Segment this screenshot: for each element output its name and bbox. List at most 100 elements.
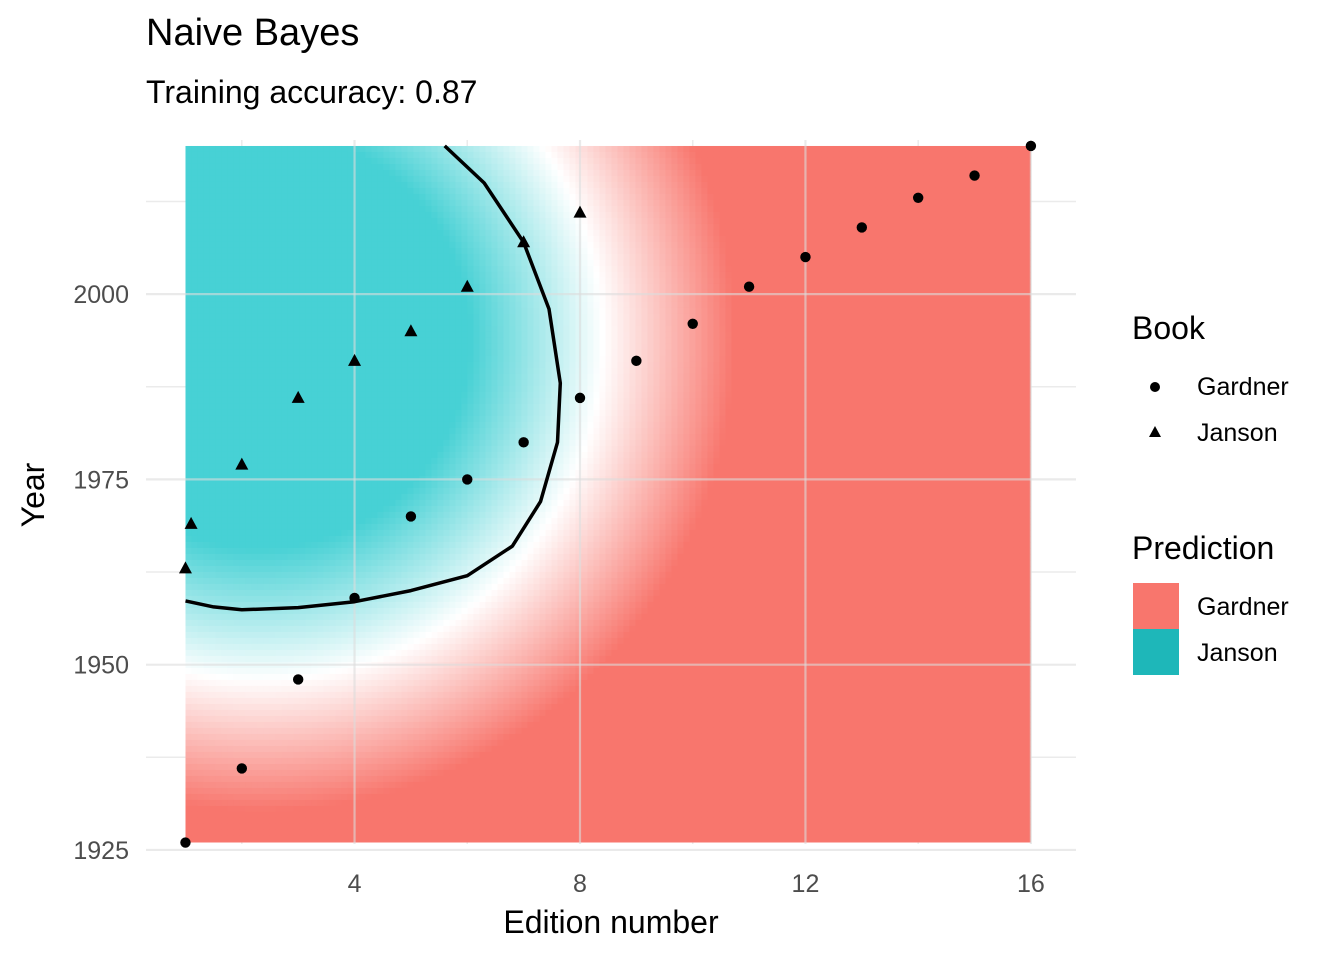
prediction-cell xyxy=(245,806,252,813)
prediction-cell xyxy=(281,254,288,260)
prediction-cell xyxy=(383,794,390,801)
prediction-cell xyxy=(269,158,276,165)
prediction-cell xyxy=(197,500,204,507)
prediction-cell xyxy=(389,248,396,255)
prediction-cell xyxy=(263,236,270,243)
prediction-cell xyxy=(299,656,306,663)
prediction-background xyxy=(185,146,1032,849)
prediction-cell xyxy=(281,392,288,399)
prediction-cell xyxy=(323,818,330,825)
prediction-cell xyxy=(407,632,414,639)
prediction-cell xyxy=(335,506,342,513)
prediction-cell xyxy=(335,212,342,219)
prediction-cell xyxy=(251,302,257,309)
prediction-cell xyxy=(371,164,378,171)
prediction-cell xyxy=(389,194,396,201)
prediction-cell xyxy=(197,158,204,165)
prediction-cell xyxy=(275,554,282,561)
prediction-cell xyxy=(293,728,300,735)
prediction-cell xyxy=(215,566,222,573)
prediction-cell xyxy=(245,614,252,621)
prediction-cell xyxy=(395,362,402,369)
prediction-cell xyxy=(287,722,294,729)
prediction-cell xyxy=(299,698,306,705)
prediction-cell xyxy=(209,608,216,615)
prediction-cell xyxy=(269,728,276,735)
prediction-cell xyxy=(293,746,300,753)
prediction-cell xyxy=(425,512,432,519)
prediction-cell xyxy=(335,332,342,339)
prediction-cell xyxy=(215,152,222,159)
prediction-cell xyxy=(191,164,198,171)
prediction-cell xyxy=(413,530,420,537)
prediction-cell xyxy=(227,488,234,495)
prediction-cell xyxy=(227,824,234,831)
prediction-cell xyxy=(275,698,282,705)
prediction-cell xyxy=(413,158,420,165)
prediction-cell xyxy=(221,680,228,687)
prediction-cell xyxy=(383,710,390,717)
prediction-cell xyxy=(419,248,426,255)
prediction-cell xyxy=(377,302,384,309)
prediction-cell xyxy=(401,524,408,531)
prediction-cell xyxy=(347,560,354,567)
prediction-cell xyxy=(413,242,420,249)
prediction-cell xyxy=(185,674,192,681)
prediction-cell xyxy=(413,254,420,260)
prediction-cell xyxy=(287,812,294,819)
prediction-cell xyxy=(413,248,420,255)
prediction-cell xyxy=(215,170,222,177)
prediction-cell xyxy=(425,146,432,153)
prediction-cell xyxy=(245,386,252,393)
prediction-cell xyxy=(293,254,300,260)
prediction-cell xyxy=(341,824,348,831)
prediction-cell xyxy=(209,536,216,543)
prediction-cell xyxy=(329,716,336,723)
prediction-cell xyxy=(335,170,342,177)
prediction-cell xyxy=(287,314,294,321)
prediction-cell xyxy=(269,236,276,243)
prediction-cell xyxy=(317,506,324,513)
prediction-cell xyxy=(395,680,402,687)
prediction-cell xyxy=(425,596,432,603)
prediction-cell xyxy=(293,464,300,471)
prediction-cell xyxy=(371,494,378,501)
prediction-cell xyxy=(191,590,198,597)
prediction-cell xyxy=(311,614,318,621)
prediction-cell xyxy=(287,224,294,231)
prediction-cell xyxy=(317,458,324,465)
prediction-cell xyxy=(215,536,222,543)
prediction-cell xyxy=(431,740,438,747)
prediction-cell xyxy=(233,404,240,411)
prediction-cell xyxy=(215,542,222,549)
prediction-cell xyxy=(257,326,264,333)
prediction-cell xyxy=(227,560,234,567)
prediction-cell xyxy=(425,410,432,417)
prediction-cell xyxy=(185,692,192,699)
prediction-cell xyxy=(197,488,204,495)
prediction-cell xyxy=(317,674,324,681)
prediction-cell xyxy=(281,740,288,747)
prediction-cell xyxy=(209,728,216,735)
prediction-cell xyxy=(239,584,246,591)
prediction-cell xyxy=(395,524,402,531)
prediction-cell xyxy=(365,152,372,159)
prediction-cell xyxy=(371,302,378,309)
prediction-cell xyxy=(419,782,426,789)
prediction-cell xyxy=(209,434,216,441)
prediction-cell xyxy=(437,356,444,363)
prediction-cell xyxy=(191,734,198,741)
prediction-cell xyxy=(245,818,252,825)
prediction-cell xyxy=(299,182,306,189)
prediction-cell xyxy=(293,326,300,333)
prediction-cell xyxy=(323,446,330,453)
prediction-cell xyxy=(365,602,372,609)
prediction-cell xyxy=(287,512,294,519)
prediction-cell xyxy=(425,722,432,729)
prediction-cell xyxy=(275,536,282,543)
prediction-cell xyxy=(341,224,348,231)
prediction-cell xyxy=(191,824,198,831)
prediction-cell xyxy=(383,668,390,675)
prediction-cell xyxy=(203,338,210,345)
prediction-cell xyxy=(419,788,426,795)
